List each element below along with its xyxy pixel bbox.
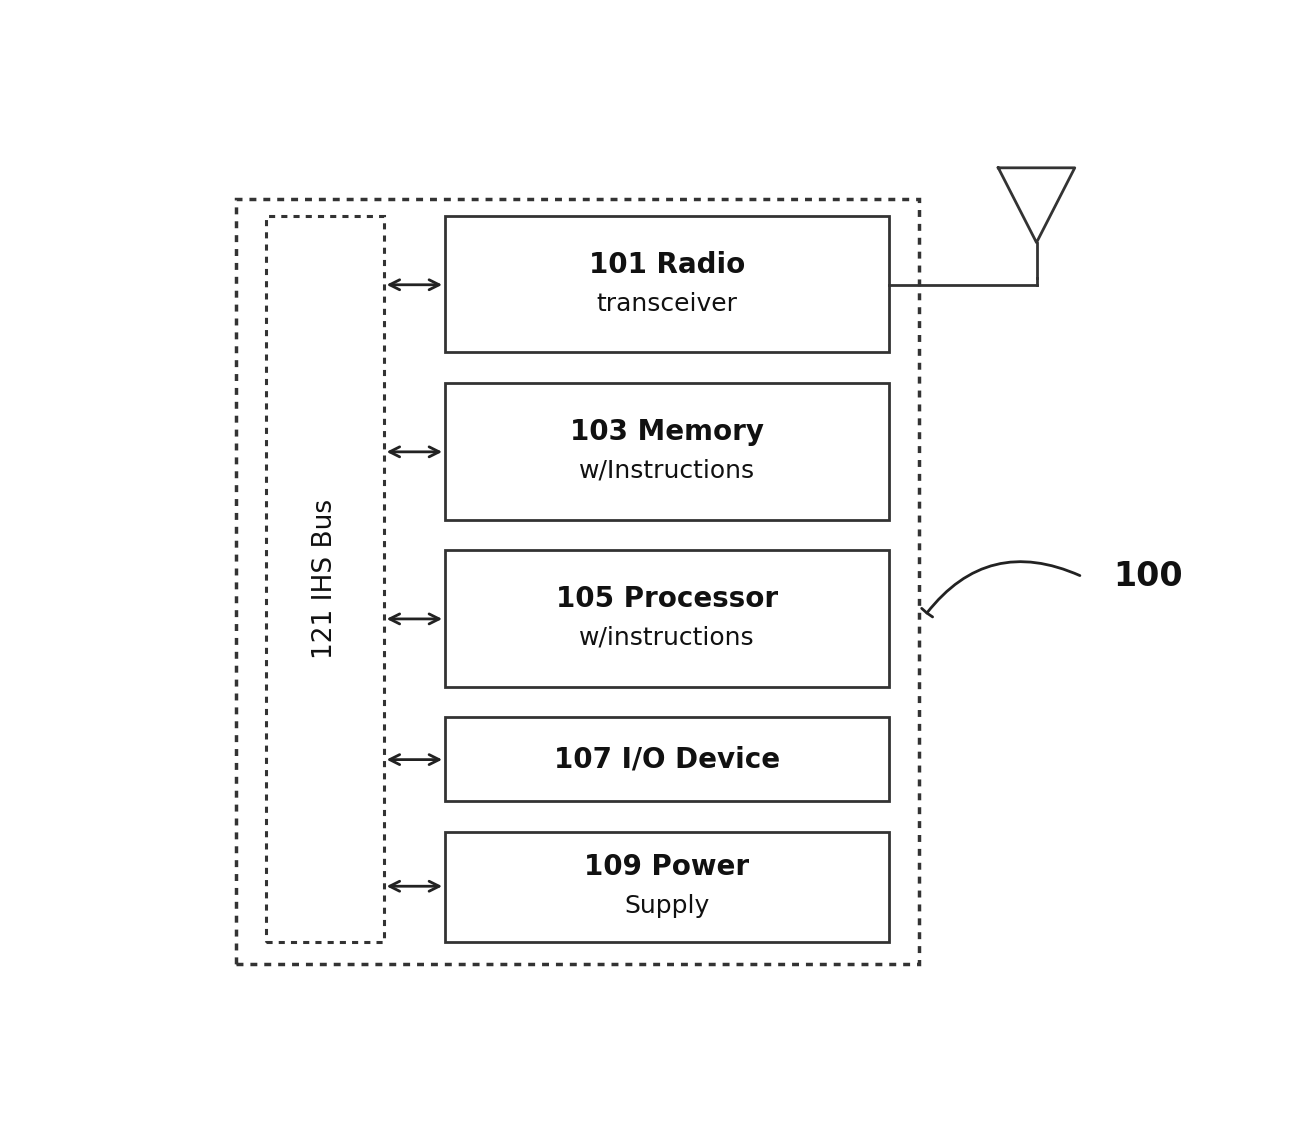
Text: 109 Power: 109 Power bbox=[584, 853, 749, 882]
Bar bbox=[445, 384, 888, 520]
Bar bbox=[236, 199, 919, 964]
Bar bbox=[445, 717, 888, 801]
Text: 121 IHS Bus: 121 IHS Bus bbox=[312, 499, 338, 659]
Text: 103 Memory: 103 Memory bbox=[570, 418, 763, 447]
Text: 101 Radio: 101 Radio bbox=[588, 251, 745, 279]
Text: 100: 100 bbox=[1113, 561, 1183, 593]
Bar bbox=[266, 216, 384, 942]
Bar bbox=[445, 831, 888, 942]
Text: 107 I/O Device: 107 I/O Device bbox=[554, 746, 780, 773]
Text: w/instructions: w/instructions bbox=[579, 626, 754, 650]
Text: w/Instructions: w/Instructions bbox=[579, 459, 755, 483]
Bar bbox=[445, 550, 888, 686]
Bar bbox=[445, 216, 888, 353]
Text: transceiver: transceiver bbox=[596, 291, 737, 315]
Text: 105 Processor: 105 Processor bbox=[555, 585, 778, 613]
Text: Supply: Supply bbox=[624, 894, 709, 918]
